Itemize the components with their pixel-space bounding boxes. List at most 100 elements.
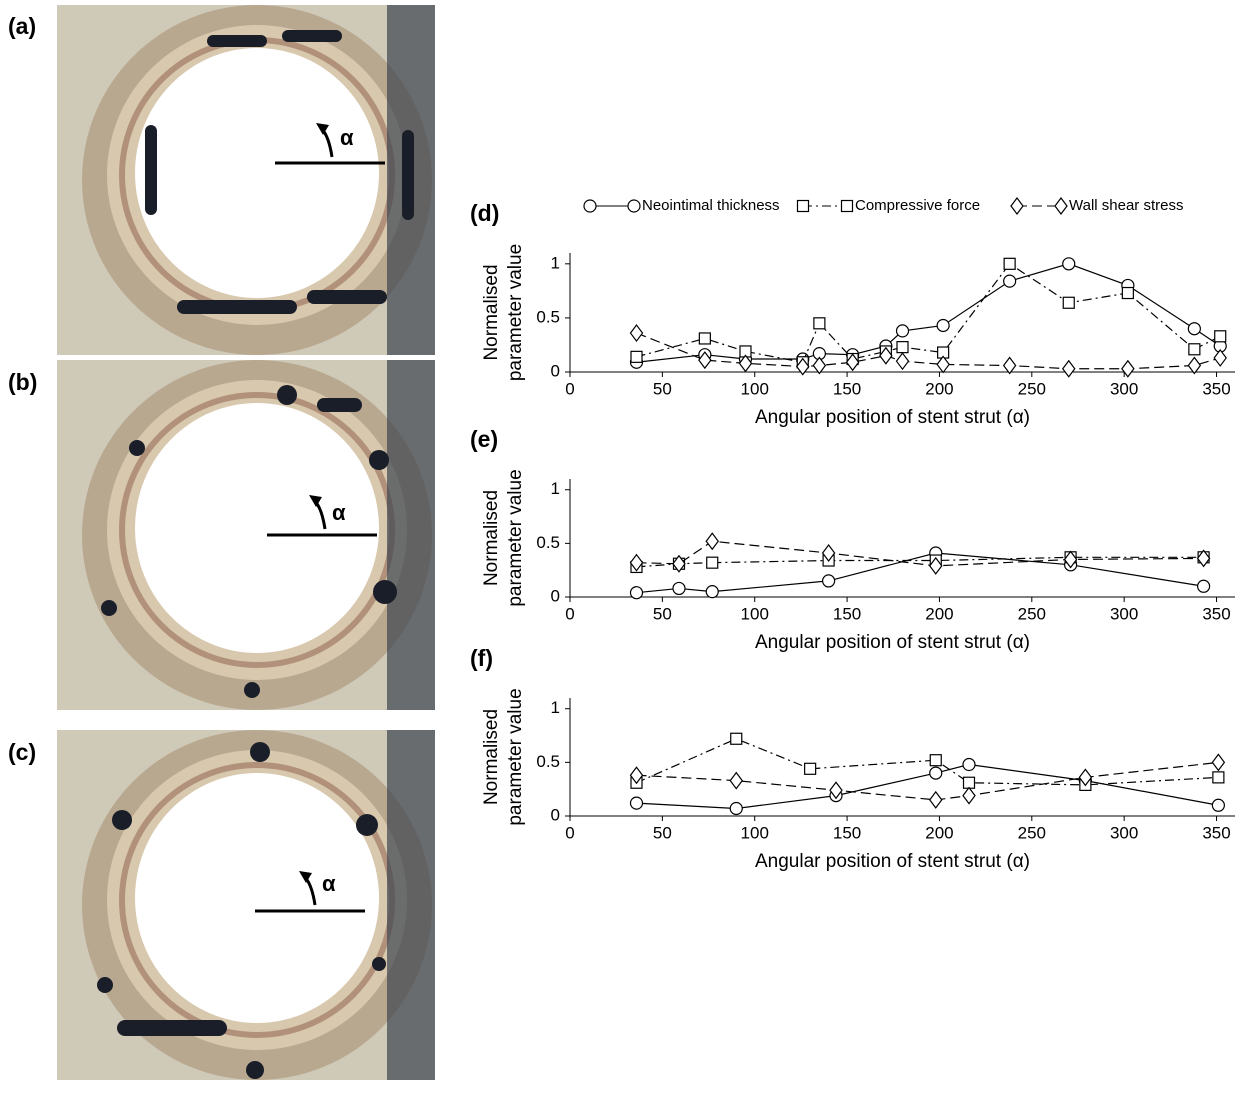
marker (1213, 348, 1227, 367)
marker (821, 544, 836, 563)
x-tick-label: 300 (1110, 604, 1138, 623)
marker (1054, 197, 1068, 215)
marker (1212, 771, 1225, 784)
legend-label: Compressive force (855, 197, 980, 214)
angle-symbol: α (340, 125, 354, 150)
series-line (636, 738, 1219, 786)
marker (698, 351, 712, 370)
x-tick-label: 300 (1110, 379, 1138, 398)
panel-label: (c) (8, 739, 36, 765)
marker (1188, 343, 1201, 356)
series-line (636, 263, 1221, 363)
x-tick-label: 150 (833, 379, 861, 398)
series-line (636, 552, 1204, 594)
panel-label: (e) (470, 426, 498, 452)
x-axis-label: Angular position of stent strut (α) (755, 851, 1030, 872)
series-line (636, 540, 1204, 567)
marker (629, 553, 644, 572)
x-tick-label: 300 (1110, 823, 1138, 842)
y-axis-label: parameter value (505, 688, 526, 825)
x-tick-label: 100 (741, 604, 769, 623)
y-axis-label: parameter value (505, 244, 526, 381)
marker (1187, 356, 1202, 375)
marker (829, 781, 843, 800)
marker (804, 762, 817, 775)
y-tick-label: 0 (551, 361, 560, 380)
marker (929, 754, 942, 767)
x-tick-label: 100 (741, 379, 769, 398)
marker (627, 199, 641, 213)
marker (705, 585, 719, 599)
x-tick-label: 250 (1018, 379, 1046, 398)
marker (895, 352, 910, 371)
marker (812, 356, 827, 375)
marker (813, 317, 826, 330)
x-tick-label: 250 (1018, 823, 1046, 842)
marker (583, 199, 597, 213)
marker (1078, 768, 1093, 787)
marker (629, 324, 644, 343)
marker (822, 574, 836, 588)
marker (962, 776, 976, 789)
marker (672, 581, 686, 596)
x-tick-label: 150 (833, 823, 861, 842)
y-tick-label: 0.5 (536, 533, 560, 552)
y-axis-label: parameter value (505, 469, 526, 606)
marker (1187, 322, 1201, 336)
marker (672, 554, 686, 573)
series-line (636, 761, 1219, 801)
y-tick-label: 1 (551, 479, 560, 498)
panel-label: (f) (470, 645, 493, 671)
angle-symbol: α (332, 500, 346, 525)
marker (1121, 286, 1134, 300)
marker (738, 354, 753, 373)
y-axis-label: Normalised (481, 490, 502, 586)
series-line (636, 263, 1221, 363)
x-tick-label: 250 (1018, 604, 1046, 623)
panel-label: (a) (8, 13, 36, 39)
series-line (636, 763, 1219, 810)
x-tick-label: 200 (925, 604, 953, 623)
marker (936, 355, 950, 374)
marker (1002, 356, 1017, 375)
marker (962, 757, 976, 772)
marker (936, 318, 950, 333)
marker (796, 199, 810, 213)
y-tick-label: 0 (551, 805, 560, 824)
marker (896, 341, 909, 354)
marker (1196, 549, 1211, 568)
x-tick-label: 50 (653, 604, 672, 623)
panel-b (57, 360, 435, 710)
panel-label: (d) (470, 200, 499, 226)
marker (1062, 359, 1076, 378)
marker (1121, 359, 1135, 378)
x-tick-label: 350 (1202, 823, 1230, 842)
legend-label: Wall shear stress (1069, 197, 1183, 214)
x-tick-label: 150 (833, 604, 861, 623)
marker (629, 586, 644, 600)
marker (895, 324, 910, 338)
series-line (636, 556, 1204, 568)
marker (1211, 753, 1226, 772)
marker (1062, 296, 1075, 309)
marker (1010, 197, 1024, 215)
x-tick-label: 50 (653, 823, 672, 842)
y-axis-label: Normalised (481, 709, 502, 805)
marker (730, 732, 743, 745)
y-axis-label: Normalised (481, 264, 502, 360)
x-tick-label: 0 (565, 823, 574, 842)
y-tick-label: 0 (551, 586, 560, 605)
x-axis-label: Angular position of stent strut (α) (755, 632, 1030, 653)
marker (630, 350, 643, 363)
panel-a (57, 5, 435, 355)
x-tick-label: 350 (1202, 604, 1230, 623)
x-tick-label: 0 (565, 379, 574, 398)
marker (845, 353, 860, 372)
x-axis-label: Angular position of stent strut (α) (755, 407, 1030, 428)
x-tick-label: 200 (925, 379, 953, 398)
marker (1062, 257, 1076, 271)
marker (840, 199, 854, 213)
y-tick-label: 1 (551, 698, 560, 717)
x-tick-label: 50 (653, 379, 672, 398)
